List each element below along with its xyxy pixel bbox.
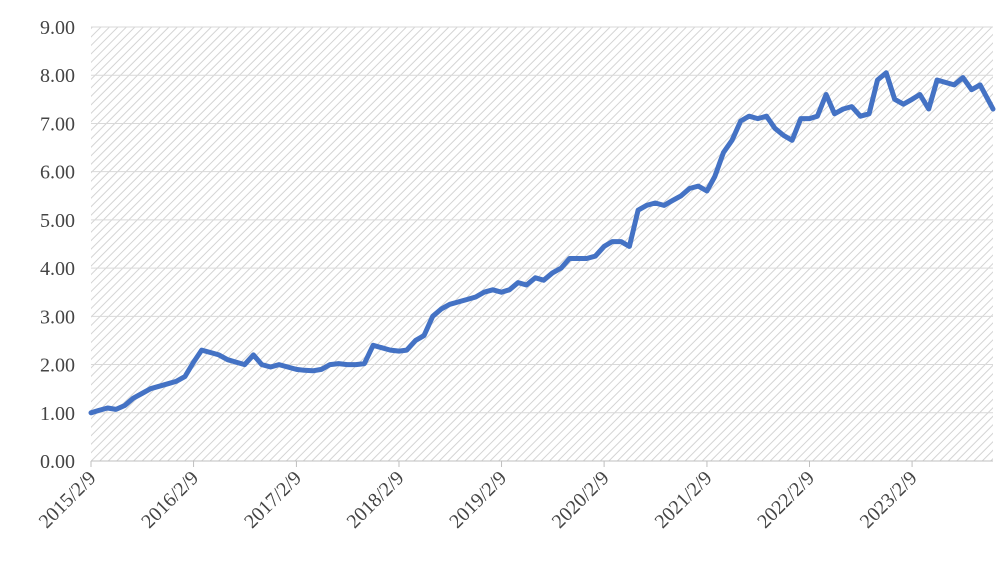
y-tick-label: 1.00 [40, 403, 75, 425]
y-tick-label: 8.00 [40, 65, 75, 87]
y-tick-label: 2.00 [40, 355, 75, 377]
y-tick-label: 5.00 [40, 210, 75, 232]
x-tick-label: 2017/2/9 [240, 467, 306, 533]
x-tick-label: 2022/2/9 [753, 467, 819, 533]
x-tick-label: 2023/2/9 [856, 467, 922, 533]
x-tick-label: 2021/2/9 [651, 467, 717, 533]
x-tick-label: 2019/2/9 [445, 467, 511, 533]
y-tick-label: 7.00 [40, 113, 75, 135]
y-tick-label: 6.00 [40, 162, 75, 184]
x-tick-label: 2015/2/9 [35, 467, 101, 533]
line-series [88, 70, 996, 416]
plot-background [91, 27, 993, 461]
y-tick-label: 3.00 [40, 306, 75, 328]
x-tick-label: 2018/2/9 [343, 467, 409, 533]
y-tick-label: 9.00 [40, 17, 75, 39]
x-tick-label: 2020/2/9 [548, 467, 614, 533]
y-tick-label: 4.00 [40, 258, 75, 280]
y-tick-label: 0.00 [40, 451, 75, 473]
x-tick-label: 2016/2/9 [137, 467, 203, 533]
